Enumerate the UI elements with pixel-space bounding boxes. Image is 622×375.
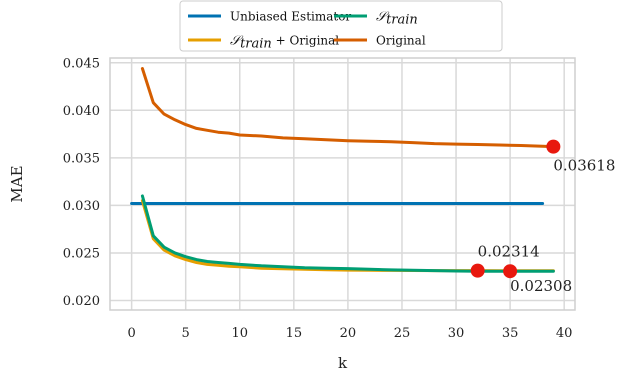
marker-value-label: 0.02314: [478, 243, 540, 261]
grid-lines: [110, 58, 575, 310]
legend-label: 𝒮train: [376, 10, 418, 28]
x-tick-label: 35: [502, 326, 519, 341]
y-tick-label: 0.030: [63, 199, 100, 214]
highlight-marker: [470, 263, 485, 278]
legend: Unbiased Estimator 𝒮train 𝒮train + Origina…: [179, 0, 503, 52]
marker-value-label: 0.02308: [510, 277, 572, 295]
legend-label: 𝒮train + Original: [230, 34, 339, 52]
legend-label: Unbiased Estimator: [230, 10, 351, 24]
plot-frame: [109, 57, 576, 311]
x-axis-label: k: [338, 354, 348, 372]
x-tick-label: 20: [340, 326, 357, 341]
highlight-marker: [503, 264, 518, 279]
y-axis-label: MAE: [8, 165, 26, 202]
legend-box: [179, 0, 503, 52]
x-tick-label: 0: [127, 326, 135, 341]
marker-value-label: 0.03618: [553, 157, 615, 175]
highlight-marker: [546, 139, 561, 154]
x-tick-label: 15: [286, 326, 303, 341]
x-tick-label: 10: [231, 326, 248, 341]
y-tick-labels: 0.020 0.025 0.030 0.035 0.040 0.045: [63, 56, 100, 309]
x-tick-label: 40: [556, 326, 573, 341]
y-tick-label: 0.020: [63, 294, 100, 309]
x-tick-label: 25: [394, 326, 411, 341]
legend-label: Original: [376, 34, 426, 48]
x-tick-label: 5: [182, 326, 190, 341]
x-tick-labels: 0 5 10 15 20 25 30 35 40: [127, 326, 572, 341]
x-tick-label: 30: [448, 326, 465, 341]
series-group: [130, 67, 555, 273]
y-tick-label: 0.045: [63, 56, 100, 71]
marker-group: 0.03618 0.02314 0.02308: [470, 139, 615, 295]
series-line-4: [140, 67, 555, 149]
y-tick-label: 0.025: [63, 246, 100, 261]
y-tick-label: 0.040: [63, 104, 100, 119]
y-tick-label: 0.035: [63, 151, 100, 166]
